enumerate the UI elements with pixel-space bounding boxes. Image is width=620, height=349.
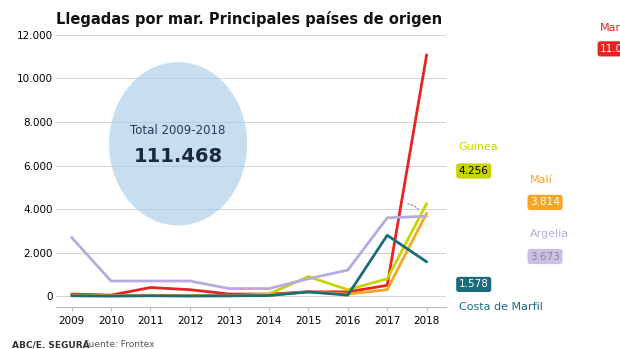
Text: 111.468: 111.468 [133,147,223,166]
Text: Guinea: Guinea [459,142,498,151]
Text: Marruecos: Marruecos [600,23,620,33]
Text: 11.084: 11.084 [600,44,620,54]
Text: Llegadas por mar. Principales países de origen: Llegadas por mar. Principales países de … [56,11,442,27]
Text: Costa de Marfil: Costa de Marfil [459,302,542,312]
Ellipse shape [109,62,247,225]
Text: 4.256: 4.256 [459,166,489,176]
Text: ABC/E. SEGURA: ABC/E. SEGURA [12,340,90,349]
Text: Total 2009-2018: Total 2009-2018 [130,124,226,137]
Text: 3.673: 3.673 [530,252,560,261]
Text: Malí: Malí [530,175,553,185]
Text: 1.578: 1.578 [459,280,489,289]
Text: Argelia: Argelia [530,229,569,239]
Text: Fuente: Frontex: Fuente: Frontex [84,340,154,349]
Text: 3.814: 3.814 [530,198,560,207]
